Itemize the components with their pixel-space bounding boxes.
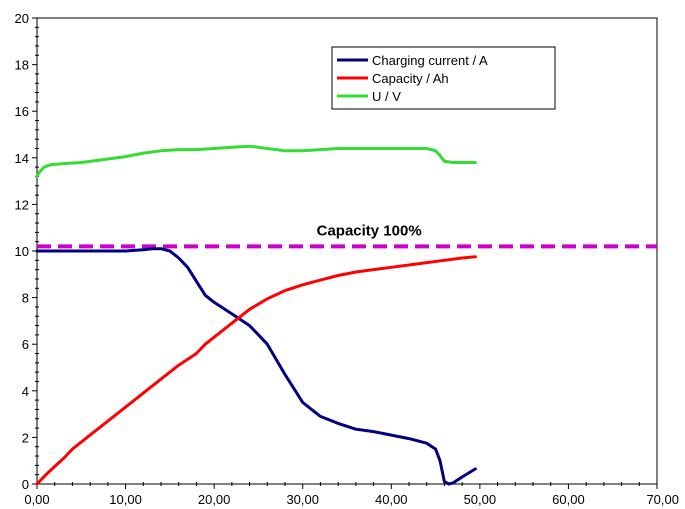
legend-label: U / V xyxy=(372,89,401,104)
legend: Charging current / A Capacity / Ah U / V xyxy=(331,46,556,110)
y-tick-label: 4 xyxy=(22,384,29,399)
series-group xyxy=(35,144,477,486)
series-line-2 xyxy=(35,144,477,178)
y-tick-label: 8 xyxy=(22,291,29,306)
x-tick-label: 70,00 xyxy=(646,492,679,507)
axes: 0 2 4 6 8 10 12 14 16 18 20 0,00 10,00 20,00 30,00 40,0… xyxy=(15,11,679,507)
series-line-1 xyxy=(35,255,477,486)
x-tick-label: 50,00 xyxy=(464,492,497,507)
x-tick-label: 60,00 xyxy=(552,492,585,507)
x-tick-label: 0,00 xyxy=(24,492,49,507)
y-tick-label: 0 xyxy=(22,477,29,492)
y-tick-label: 20 xyxy=(15,11,29,26)
legend-box xyxy=(331,46,556,110)
series-line-0 xyxy=(35,247,477,486)
x-tick-label: 40,00 xyxy=(375,492,408,507)
x-tick-label: 10,00 xyxy=(109,492,142,507)
y-tick-label: 14 xyxy=(15,151,29,166)
y-tick-label: 18 xyxy=(15,58,29,73)
legend-label: Charging current / A xyxy=(372,53,488,68)
legend-label: Capacity / Ah xyxy=(372,71,449,86)
y-tick-label: 12 xyxy=(15,197,29,212)
x-tick-label: 20,00 xyxy=(198,492,231,507)
y-tick-label: 10 xyxy=(15,244,29,259)
y-tick-label: 2 xyxy=(22,430,29,445)
reference-line-group: Capacity 100% xyxy=(37,222,657,249)
x-tick-label: 30,00 xyxy=(286,492,319,507)
y-tick-label: 16 xyxy=(15,104,29,119)
capacity-100-label: Capacity 100% xyxy=(317,222,422,239)
y-tick-label: 6 xyxy=(22,337,29,352)
